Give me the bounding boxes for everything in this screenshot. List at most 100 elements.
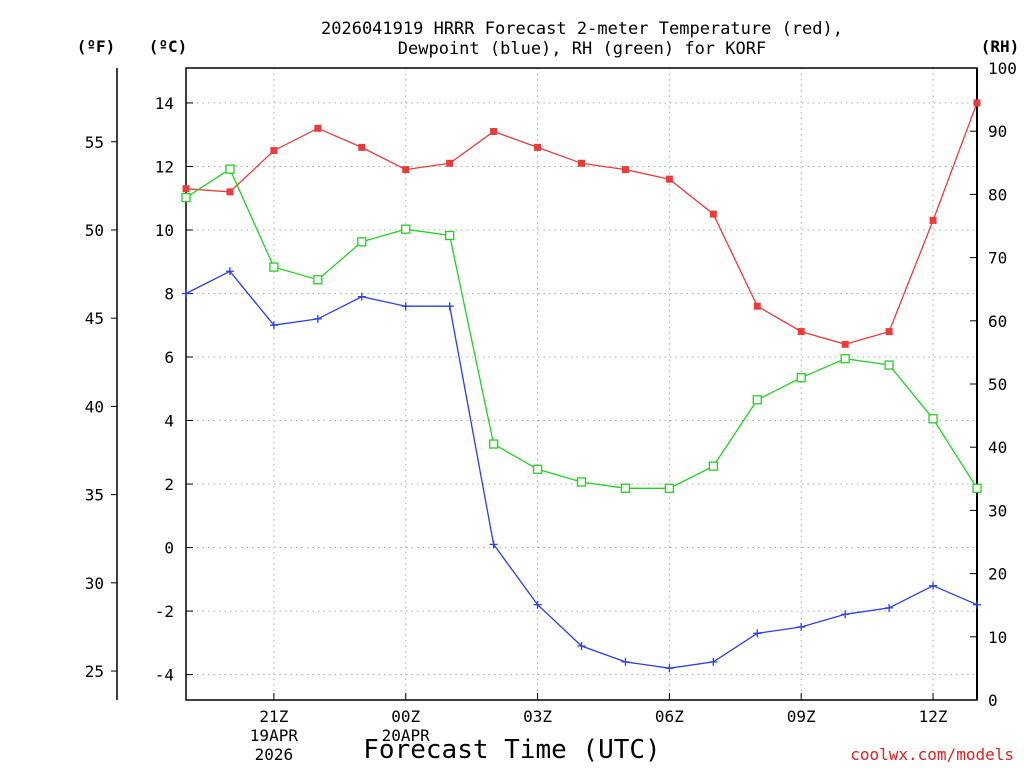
temperature-point	[665, 175, 673, 183]
dewpoint-point	[797, 622, 806, 631]
dewpoint-point	[665, 664, 674, 673]
dewpoint-point	[489, 540, 498, 549]
time-tick-label: 21Z	[259, 707, 288, 726]
time-tick-label: 12Z	[919, 707, 948, 726]
fahrenheit-tick-label: 30	[85, 574, 104, 593]
temperature-point	[841, 340, 849, 348]
celsius-tick-label: 0	[164, 539, 174, 558]
temperature-point	[402, 166, 410, 174]
temperature-point	[797, 328, 805, 336]
temperature-point	[709, 210, 717, 218]
celsius-tick-label: -4	[155, 666, 174, 685]
dewpoint-point	[929, 581, 938, 590]
rh-point	[401, 224, 411, 234]
rh-point	[884, 360, 894, 370]
temperature-point	[534, 143, 542, 151]
rh-point	[532, 464, 543, 474]
dewpoint-point	[401, 302, 410, 311]
rh-tick-label: 90	[988, 122, 1007, 141]
temperature-point	[270, 147, 278, 155]
rh-tick-label: 60	[988, 312, 1007, 331]
rh-tick-label: 10	[988, 628, 1007, 647]
rh-tick-label: 70	[988, 249, 1007, 268]
rh-tick-label: 0	[988, 691, 998, 710]
rh-point	[445, 230, 455, 241]
rh-point	[840, 354, 850, 364]
time-date-label: 19APR	[250, 726, 299, 745]
rh-point	[225, 164, 235, 174]
fahrenheit-tick-label: 40	[85, 397, 104, 416]
celsius-tick-label: 4	[164, 412, 174, 431]
rh-tick-label: 30	[988, 501, 1007, 520]
fahrenheit-tick-label: 50	[85, 221, 104, 240]
dewpoint-point	[885, 603, 894, 612]
temperature-point	[358, 143, 366, 151]
temperature-point	[226, 188, 234, 196]
temperature-line	[185, 102, 978, 345]
rh-point	[576, 477, 587, 487]
fahrenheit-tick-label: 35	[85, 486, 104, 505]
rh-point	[269, 262, 279, 272]
dewpoint-point	[841, 610, 850, 619]
rh-point	[664, 483, 675, 493]
temperature-point	[446, 159, 454, 167]
dewpoint-point	[182, 289, 190, 298]
celsius-tick-label: 12	[155, 157, 174, 176]
dewpoint-point	[753, 629, 762, 638]
series-layer	[181, 99, 982, 673]
rh-tick-label: 80	[988, 185, 1007, 204]
rh-point	[181, 192, 191, 203]
dewpoint-point	[225, 267, 234, 276]
credit-link[interactable]: coolwx.com/models	[850, 745, 1014, 764]
rh-tick-label: 50	[988, 375, 1007, 394]
dewpoint-point	[357, 292, 366, 301]
rh-line	[185, 168, 978, 489]
temperature-point	[885, 328, 893, 336]
rh-axis: 0 10 20 30 40 50 60 70 80 90 100	[970, 59, 1017, 710]
rh-point	[796, 373, 806, 383]
rh-point	[752, 395, 762, 405]
dewpoint-point	[269, 321, 278, 330]
time-tick-label: 09Z	[787, 707, 816, 726]
dewpoint-point	[621, 657, 630, 666]
dewpoint-point	[313, 314, 322, 323]
rh-point	[708, 461, 718, 471]
fahrenheit-tick-label: 45	[85, 309, 104, 328]
fahrenheit-tick-label: 55	[85, 133, 104, 152]
grid-lines	[186, 68, 977, 700]
rh-point	[928, 414, 938, 424]
rh-unit-label: (RH)	[981, 37, 1020, 56]
temperature-point	[621, 166, 629, 174]
temperature-point	[929, 216, 937, 224]
time-tick-label: 03Z	[523, 707, 552, 726]
celsius-tick-label: 8	[164, 284, 174, 303]
x-axis-title: Forecast Time (UTC)	[363, 735, 660, 765]
celsius-tick-label: 10	[155, 221, 174, 240]
fahrenheit-axis: 25 30 35 40 45 50 55	[85, 133, 117, 681]
rh-point	[313, 275, 323, 285]
time-tick-label: 06Z	[655, 707, 684, 726]
celsius-tick-label: 14	[155, 94, 174, 113]
dewpoint-point	[533, 600, 542, 609]
celsius-tick-label: -2	[155, 602, 174, 621]
fahrenheit-tick-label: 25	[85, 662, 104, 681]
temperature-point	[182, 185, 190, 193]
rh-point	[357, 237, 367, 247]
temperature-point	[973, 99, 981, 107]
time-year-label: 2026	[255, 745, 294, 764]
dewpoint-line	[185, 270, 978, 669]
dewpoint-point	[973, 600, 981, 609]
temperature-point	[490, 128, 498, 136]
rh-point	[488, 439, 499, 449]
rh-tick-label: 40	[988, 438, 1007, 457]
celsius-unit-label: (ºC)	[149, 37, 188, 56]
time-date-label: 20APR	[382, 726, 431, 745]
celsius-tick-label: 6	[164, 348, 174, 367]
rh-tick-label: 100	[988, 59, 1017, 78]
celsius-tick-label: 2	[164, 475, 174, 494]
dewpoint-point	[709, 657, 718, 666]
dewpoint-point	[445, 302, 454, 311]
rh-point	[620, 483, 631, 493]
